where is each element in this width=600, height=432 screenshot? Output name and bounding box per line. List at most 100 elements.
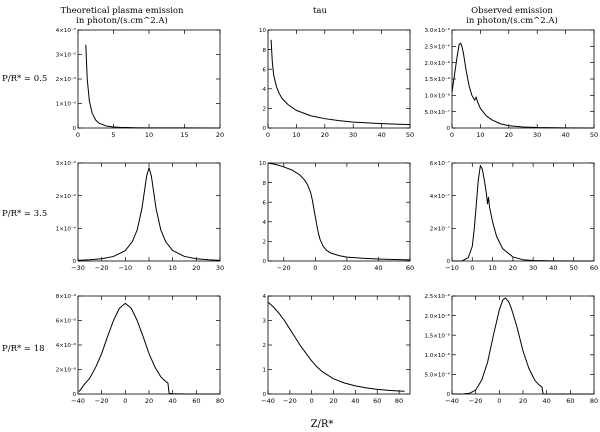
x-tick-label: 0 (450, 131, 454, 139)
y-tick-label: 0 (263, 259, 267, 265)
x-tick-label: 0 (266, 131, 270, 139)
series-line-tau (270, 39, 411, 126)
x-tick-label: 0 (470, 264, 474, 272)
y-tick-label: 0 (73, 259, 77, 265)
y-tick-label: 10 (259, 28, 266, 34)
x-tick-label: −10 (445, 264, 459, 272)
y-tick-label: 0 (263, 126, 267, 132)
y-tick-label: 8 (263, 48, 267, 54)
x-tick-label: 30 (529, 264, 537, 272)
x-tick-label: 50 (570, 264, 578, 272)
y-tick-label: 3×10⁻⁶ (56, 160, 77, 167)
x-tick-label: 0 (310, 397, 314, 405)
y-tick-label: 10 (259, 161, 266, 167)
y-tick-label: 4 (263, 220, 267, 226)
column-title-observed-line1: Observed emission (471, 6, 553, 16)
panel-theo-p18: −40 −20 0 20 40 60 80 0 2×10⁻⁸ 4×10⁻⁸ 6×10⁻⁸ 8×10⁻⁸ (56, 293, 224, 405)
series-line-tau (267, 162, 411, 261)
x-tick-label: 10 (488, 264, 496, 272)
y-tick-label: 0 (447, 126, 451, 132)
axes-frame (267, 295, 411, 395)
y-tick-label: 3 (263, 319, 267, 325)
y-tick-label: 2.5×10⁻⁸ (425, 293, 451, 300)
y-tick-label: 2×10⁻⁷ (430, 226, 450, 233)
y-tick-label: 0 (73, 392, 77, 398)
x-tick-label: −40 (261, 397, 275, 405)
y-tick-label: 1 (263, 368, 267, 374)
y-tick-label: 0 (263, 392, 267, 398)
x-tick-label: 80 (216, 397, 224, 405)
x-tick-label: 30 (533, 131, 541, 139)
x-tick-label: 20 (192, 264, 200, 272)
x-tick-label: 40 (169, 397, 177, 405)
series-line-emission (451, 42, 595, 129)
panel-tau-p18: −40 −20 0 20 40 60 80 0 1 2 3 4 (261, 294, 411, 405)
y-tick-label: 4×10⁻⁸ (56, 342, 77, 349)
row-label-p0.5: P/R* = 0.5 (2, 74, 47, 84)
y-tick-label: 5.0×10⁻⁹ (425, 372, 450, 379)
series-line-emission (77, 167, 221, 261)
x-tick-label: 10 (292, 131, 300, 139)
y-tick-label: 8×10⁻⁸ (56, 293, 77, 300)
axes-frame (77, 295, 221, 395)
x-tick-label: 0 (123, 397, 127, 405)
x-tick-label: 0 (497, 397, 501, 405)
x-tick-label: −20 (469, 397, 483, 405)
x-axis-label: Z/R* (311, 419, 334, 430)
y-tick-label: 1×10⁻⁶ (56, 226, 77, 233)
x-tick-label: 20 (145, 397, 153, 405)
axes-frame (267, 162, 411, 262)
y-tick-label: 5.0×10⁻⁷ (425, 109, 450, 116)
x-tick-label: 10 (476, 131, 484, 139)
y-tick-label: 2.0×10⁻⁶ (425, 60, 451, 67)
y-tick-label: 3×10⁻⁵ (56, 52, 76, 59)
y-tick-label: 2 (263, 343, 267, 349)
x-tick-label: 20 (321, 131, 329, 139)
x-tick-label: 40 (374, 264, 382, 272)
panel-obs-p18: −40 −20 0 20 40 60 80 0 5.0×10⁻⁹ 1.0×10⁻⁸ 1.5×10⁻⁸… (425, 293, 599, 405)
row-label-p18: P/R* = 18 (2, 344, 45, 354)
axes-frame (267, 29, 411, 129)
x-tick-label: 60 (566, 397, 574, 405)
column-title-tau: tau (313, 6, 327, 16)
axes-frame (77, 162, 221, 262)
y-tick-label: 2.0×10⁻⁸ (425, 313, 451, 320)
series-line-emission (451, 297, 594, 395)
row-label-p3.5: P/R* = 3.5 (2, 209, 47, 219)
axes-frame (451, 162, 595, 262)
y-tick-label: 0 (447, 392, 451, 398)
y-tick-label: 6×10⁻⁷ (430, 160, 450, 167)
y-tick-label: 0 (447, 259, 451, 265)
x-tick-label: −20 (95, 397, 109, 405)
y-tick-label: 0 (73, 126, 77, 132)
axes-frame (451, 295, 595, 395)
panel-tau-p3.5: −20 0 20 40 60 0 2 4 6 8 10 (259, 161, 414, 272)
x-tick-label: 0 (76, 131, 80, 139)
y-tick-label: 4×10⁻⁷ (430, 193, 450, 200)
x-tick-label: −30 (71, 264, 85, 272)
y-tick-label: 3.0×10⁻⁶ (425, 27, 451, 34)
x-tick-label: 60 (406, 264, 414, 272)
y-tick-label: 2 (263, 240, 267, 246)
series-line-emission (85, 44, 221, 129)
x-tick-label: 10 (169, 264, 177, 272)
y-tick-label: 1.0×10⁻⁸ (425, 352, 451, 359)
x-tick-label: −40 (71, 397, 85, 405)
y-tick-label: 1.0×10⁻⁶ (425, 93, 451, 100)
axes-frame (77, 29, 221, 129)
y-tick-label: 2 (263, 107, 267, 113)
x-tick-label: 30 (349, 131, 357, 139)
x-tick-label: 60 (373, 397, 381, 405)
column-title-theoretical-line2: in photon/(s.cm^2.A) (76, 15, 168, 26)
x-tick-label: 20 (509, 264, 517, 272)
y-tick-label: 4 (263, 294, 267, 300)
x-tick-label: 15 (180, 131, 188, 139)
x-tick-label: 20 (343, 264, 351, 272)
y-tick-label: 1×10⁻⁵ (56, 101, 76, 108)
y-tick-label: 6 (263, 67, 267, 73)
x-tick-label: 10 (145, 131, 153, 139)
y-tick-label: 2.5×10⁻⁶ (425, 44, 451, 51)
x-tick-label: 60 (192, 397, 200, 405)
